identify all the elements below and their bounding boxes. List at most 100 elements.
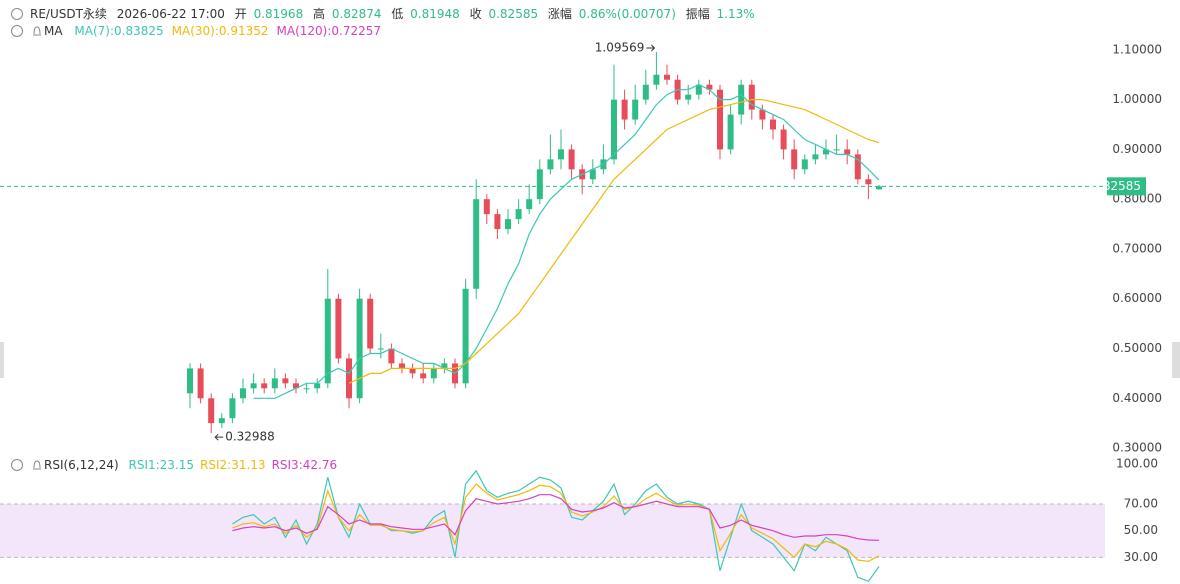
candle-body	[653, 74, 660, 85]
candle-body	[706, 84, 713, 90]
candle-body	[717, 89, 723, 150]
candle-body	[823, 149, 829, 155]
candle-body	[377, 348, 384, 350]
y-tick-label: 0.40000	[1112, 391, 1162, 405]
y-tick-label: 0.30000	[1112, 441, 1162, 455]
candle-body	[642, 84, 649, 100]
collapse-icon[interactable]	[11, 25, 23, 37]
left-tab[interactable]	[0, 342, 4, 378]
candle-body	[282, 378, 289, 384]
right-tab[interactable]	[1172, 342, 1180, 378]
y-tick-label: 30.00	[1124, 550, 1158, 564]
time: 2026-06-22 17:00	[117, 7, 225, 21]
candle-body	[695, 84, 702, 95]
y-tick-label: 1.00000	[1112, 92, 1162, 106]
rsi-legend-entry: RSI3:42.76	[272, 458, 338, 472]
candle-body	[335, 298, 342, 359]
high-annotation: 1.09569	[595, 41, 645, 55]
candle-body	[473, 199, 480, 289]
collapse-icon[interactable]	[11, 459, 23, 471]
candle-body	[505, 219, 511, 230]
y-tick-label: 50.00	[1124, 523, 1158, 537]
candle-body	[685, 94, 692, 100]
rsi-legend-entry: RSI2:31.13	[200, 458, 266, 472]
candle-body	[515, 209, 522, 220]
candle-body	[748, 84, 755, 110]
low-annotation: 0.32988	[225, 430, 275, 444]
candle-body	[589, 169, 596, 180]
high-value: 0.82874	[332, 7, 382, 21]
rsi-line	[232, 483, 880, 562]
close-value: 0.82585	[488, 7, 538, 21]
ma-line	[253, 84, 880, 399]
ma-legend-entry: MA(120):0.72257	[277, 24, 382, 38]
header-line: RE/USDT永续 2026-06-22 17:00 开 0.81968 高 0…	[30, 6, 755, 21]
candle-body	[865, 179, 872, 185]
candle-body	[399, 363, 405, 369]
candle-body	[801, 159, 808, 170]
bell-icon[interactable]	[33, 26, 41, 36]
rsi-legend: RSI(6,12,24) RSI1:23.15 RSI2:31.13 RSI3:42…	[44, 458, 337, 472]
candle-body	[271, 378, 278, 389]
rsi-line	[232, 469, 880, 583]
candle-body	[526, 199, 533, 210]
candle-body	[854, 154, 861, 180]
candle-body	[632, 99, 639, 120]
candle-body	[621, 99, 628, 120]
y-tick-label: 1.10000	[1112, 42, 1162, 56]
high-label: 高	[313, 6, 325, 21]
rsi-legend-entry: RSI1:23.15	[129, 458, 195, 472]
candle-body	[293, 383, 299, 389]
candle-body	[876, 186, 882, 190]
candle-body	[791, 149, 798, 170]
candle-body	[409, 368, 416, 374]
open-value: 0.81968	[254, 7, 304, 21]
ma-title: MA	[44, 24, 63, 38]
candle-body	[833, 149, 840, 151]
close-label: 收	[470, 7, 482, 21]
candle-body	[462, 288, 469, 384]
ma-line	[348, 99, 880, 384]
low-label: 低	[391, 7, 403, 21]
candle-body	[558, 149, 564, 160]
open-label: 开	[235, 7, 247, 21]
rsi-line	[232, 494, 880, 541]
candle-body	[770, 119, 776, 130]
rsi-title: RSI(6,12,24)	[44, 458, 119, 472]
candle-body	[780, 129, 787, 150]
current-price-label: 0.82585	[1091, 179, 1141, 193]
candle-body	[536, 169, 543, 200]
y-tick-label: 70.00	[1124, 497, 1158, 511]
candle-body	[187, 368, 193, 394]
y-tick-label: 100.00	[1116, 457, 1158, 471]
candle-body	[367, 298, 374, 349]
candle-body	[229, 398, 236, 419]
candle-body	[483, 199, 490, 215]
candle-body	[346, 358, 352, 399]
candle-body	[250, 383, 257, 389]
ma-legend: MA MA(7):0.83825 MA(30):0.91352 MA(120):0.…	[44, 24, 381, 38]
amplitude-label: 振幅	[686, 6, 710, 21]
candle-body	[261, 383, 268, 389]
candle-body	[356, 298, 363, 399]
candle-body	[611, 99, 617, 160]
bell-icon[interactable]	[33, 460, 41, 470]
candle-body	[844, 149, 851, 155]
current-price-box	[1107, 177, 1146, 196]
candle-body	[727, 114, 734, 150]
candle-body	[664, 74, 670, 80]
candle-body	[494, 214, 501, 230]
candle-body	[547, 159, 554, 170]
y-tick-label: 0.60000	[1112, 291, 1162, 305]
candle-body	[420, 373, 427, 379]
amplitude-value: 1.13%	[717, 7, 755, 21]
candle-body	[759, 109, 766, 120]
candle-body	[218, 418, 225, 424]
collapse-icon[interactable]	[11, 8, 23, 20]
y-tick-label: 0.50000	[1112, 341, 1162, 355]
candle-body	[197, 368, 204, 399]
candle-body	[208, 398, 215, 424]
low-value: 0.81948	[410, 7, 460, 21]
candle-body	[303, 388, 310, 390]
rsi-band	[0, 504, 1105, 558]
